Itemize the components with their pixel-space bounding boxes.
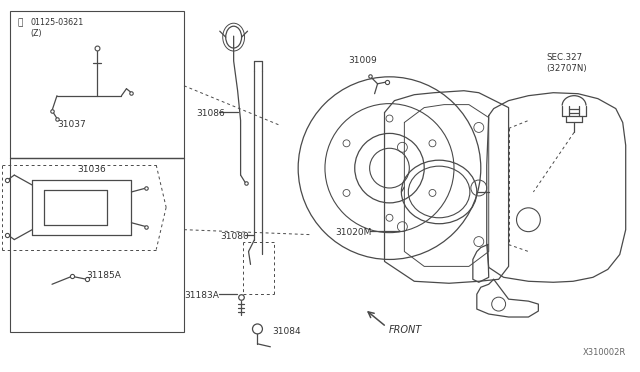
Bar xyxy=(10,11,184,158)
Text: FRONT: FRONT xyxy=(388,325,422,335)
Text: (Z): (Z) xyxy=(30,29,42,38)
Text: X310002R: X310002R xyxy=(582,348,626,357)
Bar xyxy=(10,158,184,332)
Text: 31036: 31036 xyxy=(77,165,106,174)
Text: 31086: 31086 xyxy=(196,109,225,118)
Text: SEC.327: SEC.327 xyxy=(547,53,582,62)
Text: Ⓑ: Ⓑ xyxy=(17,18,22,27)
Text: 31183A: 31183A xyxy=(184,291,219,300)
Text: 31037: 31037 xyxy=(57,121,86,129)
Text: 31080: 31080 xyxy=(221,232,250,241)
Text: (32707N): (32707N) xyxy=(547,64,587,73)
Text: 01125-03621: 01125-03621 xyxy=(30,18,83,27)
Text: 31185A: 31185A xyxy=(87,271,122,280)
Text: 31009: 31009 xyxy=(348,56,376,65)
Text: 31020M: 31020M xyxy=(335,228,371,237)
Text: 31084: 31084 xyxy=(273,327,301,336)
